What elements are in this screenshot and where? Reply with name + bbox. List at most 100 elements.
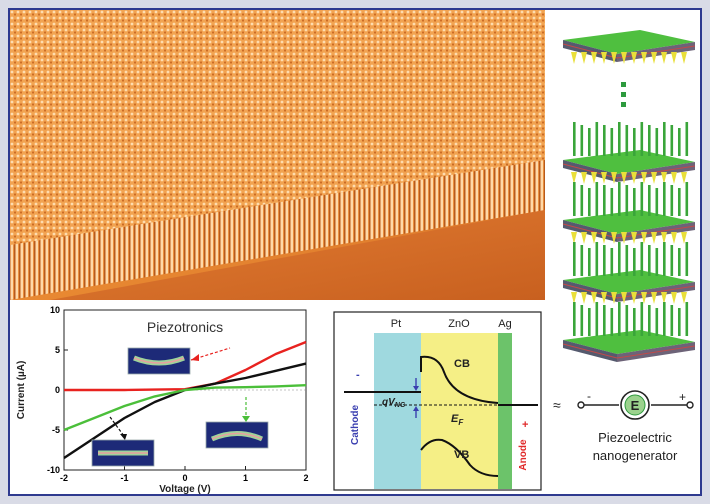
nanogenerator-stack-panel: ≈ - + E Piezoelectric nanogenerator [545,10,700,494]
tip-spike [671,52,677,64]
tip-spike [621,232,627,244]
nanowire [663,242,666,276]
y-tick-label: -5 [52,425,60,435]
tip-spike [621,52,627,64]
nanowire [670,305,674,336]
tip-spike [641,172,647,184]
tip-spike [611,292,617,304]
nanowire [595,302,599,336]
tip-spike [571,172,577,184]
nanowire [678,128,681,156]
nanowire [588,128,591,156]
y-tick-label: 5 [55,345,60,355]
ellipsis-dot [621,92,626,97]
tip-spike [581,292,587,304]
iv-ylabel: Current (µA) [16,361,27,420]
nanowire [588,188,591,216]
nanowire [573,122,576,156]
tip-spike [591,52,597,64]
nanowire [640,242,644,276]
nanowire [580,305,584,336]
tip-spike [681,172,687,184]
nanowire [685,182,689,216]
nanowire [663,182,666,216]
tip-spike [661,172,667,184]
ellipsis-dot [621,82,626,87]
tip-spike [671,172,677,184]
nanowire [655,128,659,156]
cb-label: CB [454,358,470,370]
substrate-layer [562,30,696,64]
zno-region [421,333,498,489]
tip-spike [571,232,577,244]
nanowire [603,245,606,276]
ag-region [498,333,512,489]
anode-sign: + [522,419,528,431]
substrate-layer [562,242,696,304]
nanowire [663,302,666,336]
substrate-layer [562,302,696,362]
substrate-layer [562,182,696,244]
cathode-sign: - [356,369,360,381]
figure-frame: -2 -1 0 1 2 10 5 0 -5 -10 Piezotronics Voltage (V… [8,8,702,496]
x-tick-label: -2 [60,473,68,483]
ellipsis-dot [621,102,626,107]
nanowire [685,302,689,336]
tip-spike [631,52,637,64]
vb-label: VB [454,449,469,461]
nanowire [640,122,644,156]
tip-spike [611,232,617,244]
nanowire [625,185,629,216]
inset-bend-down [205,421,269,449]
tip-spike [641,52,647,64]
tip-spike [611,172,617,184]
nanowire [685,122,689,156]
nanowire [610,188,614,216]
tip-spike [601,232,607,244]
tip-spike [621,172,627,184]
cathode-label: Cathode [350,405,361,445]
tip-spike [581,52,587,64]
tip-spike [591,232,597,244]
nanowire [648,245,651,276]
ng-label-line1: Piezoelectric [598,430,672,445]
nanowire [595,122,599,156]
nanowire [603,125,606,156]
nanowire [588,308,591,336]
y-tick-label: -10 [47,465,60,475]
nanowire [648,305,651,336]
nanowire [625,125,629,156]
nanowire [595,182,599,216]
nanowire [595,242,599,276]
tip-spike [671,232,677,244]
tip-spike [651,232,657,244]
nanowire [633,128,636,156]
band-diagram: Pt ZnO Ag CB VB EF qVNG Cathode - Anode … [333,311,542,491]
tip-spike [621,292,627,304]
y-tick-label: 0 [55,385,60,395]
ng-terminal-left [577,401,585,409]
nanowire [648,185,651,216]
nanowire [655,308,659,336]
tip-spike [651,292,657,304]
nanowire [663,122,666,156]
nanowire [580,245,584,276]
tip-spike [681,52,687,64]
nanowire [573,302,576,336]
iv-series-line-2 [63,384,307,432]
tip-spike [611,52,617,64]
tilde-symbol: ≈ [553,397,561,413]
nanowire [678,308,681,336]
nanowire [610,248,614,276]
ef-label: EF [451,413,464,427]
tip-spike [661,52,667,64]
nanowire [603,185,606,216]
tip-spike [661,232,667,244]
tip-spike [581,232,587,244]
nanowire [685,242,689,276]
tip-spike [641,232,647,244]
arrow-black [109,416,125,437]
nanowire [670,245,674,276]
tip-spike [581,172,587,184]
band-diagram-panel: Pt ZnO Ag CB VB EF qVNG Cathode - Anode … [330,300,545,494]
